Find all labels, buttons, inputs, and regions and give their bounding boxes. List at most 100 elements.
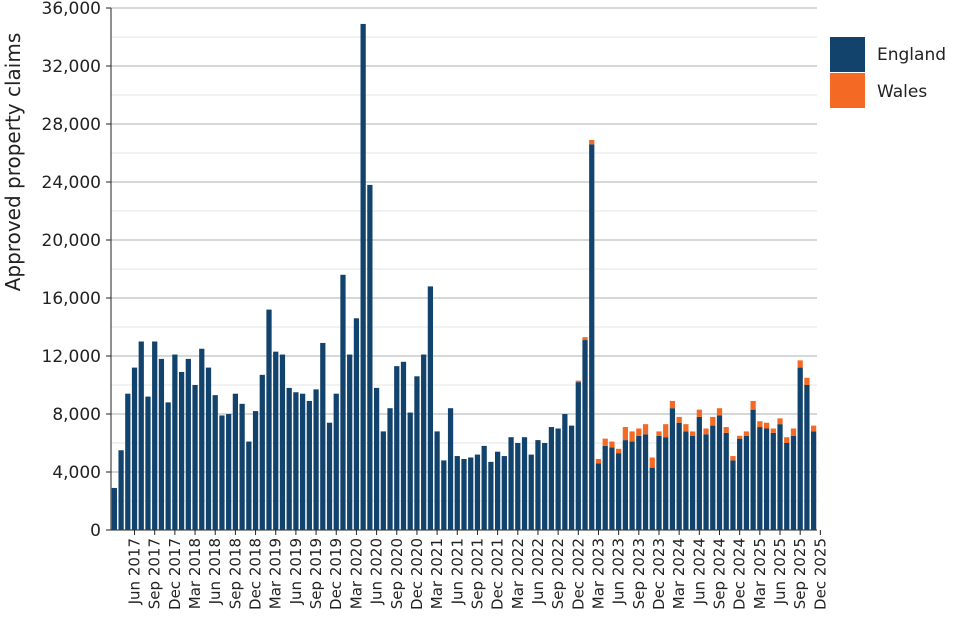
bar-england [259, 374, 265, 530]
bar-wales [743, 431, 750, 436]
bar-england [219, 415, 225, 530]
bar-england [125, 393, 131, 530]
bar-england [542, 443, 548, 530]
bar-england [757, 427, 763, 530]
bar-england [548, 427, 555, 530]
x-tick-label: Jun 2023 [610, 538, 628, 605]
bar-england [380, 431, 386, 530]
x-tick-label: Dec 2017 [166, 538, 184, 610]
x-tick-label: Mar 2025 [751, 538, 769, 609]
bar-wales [750, 400, 756, 410]
bar-wales [763, 422, 770, 429]
y-tick-label: 28,000 [42, 115, 101, 135]
bar-england [306, 400, 312, 530]
bar-england [138, 341, 144, 530]
bar-england [474, 454, 481, 530]
bar-england [730, 460, 736, 530]
y-tick-label: 36,000 [42, 0, 101, 19]
x-tick-label: Mar 2023 [589, 538, 607, 609]
bar-england [454, 456, 460, 530]
y-tick-label: 16,000 [42, 289, 101, 309]
bar-wales [602, 438, 608, 446]
bar-england [145, 396, 151, 530]
bar-wales [777, 418, 783, 425]
bar-wales [811, 425, 817, 432]
bar-england [797, 367, 803, 530]
bar-england [252, 411, 259, 530]
bar-england [461, 458, 467, 530]
bar-england [333, 393, 339, 530]
x-tick-label: Sep 2022 [549, 538, 567, 609]
bars [111, 23, 817, 531]
bar-england [535, 440, 541, 530]
x-tick-label: Dec 2023 [650, 538, 668, 610]
x-tick-label: Sep 2023 [630, 538, 648, 609]
bar-wales [790, 428, 797, 436]
y-tick-label: 0 [90, 521, 101, 541]
x-tick-label: Sep 2024 [711, 538, 729, 609]
bar-england [642, 434, 649, 530]
bar-england [811, 431, 817, 530]
bar-england [488, 461, 494, 530]
bar-wales [649, 457, 655, 468]
bar-wales [730, 456, 736, 461]
bar-england [716, 415, 723, 530]
bar-england [763, 428, 770, 530]
bar-england [387, 408, 393, 530]
x-tick-label: Dec 2024 [731, 538, 749, 610]
bar-england [602, 445, 608, 530]
x-tick-labels: Jun 2017 Sep 2017 Dec 2017 Mar 2018 Jun 2018… [126, 530, 829, 610]
bar-wales [757, 421, 763, 428]
x-tick-label: Jun 2017 [126, 538, 144, 605]
x-tick-label: Sep 2025 [791, 538, 809, 609]
bar-wales [696, 409, 702, 417]
bar-england [696, 416, 702, 530]
x-tick-label: Dec 2019 [327, 538, 345, 610]
x-tick-label: Jun 2024 [690, 538, 708, 605]
bar-england [441, 460, 447, 530]
x-tick-label: Sep 2017 [146, 538, 164, 609]
bar-england [421, 354, 427, 530]
bar-england [212, 395, 218, 530]
x-tick-label: Sep 2020 [388, 538, 406, 609]
bar-england [669, 408, 676, 530]
bar-england [353, 318, 360, 530]
bar-wales [723, 427, 729, 433]
bar-wales [689, 431, 696, 436]
bar-wales [629, 431, 635, 442]
bar-england [266, 309, 272, 530]
bar-england [575, 382, 581, 530]
bar-england [293, 392, 299, 530]
bar-england [367, 184, 373, 530]
bar-wales [595, 458, 602, 464]
bar-england [508, 437, 514, 530]
bar-wales [797, 360, 803, 368]
bar-wales [683, 424, 689, 432]
bar-england [158, 358, 165, 530]
bar-england [273, 351, 279, 530]
bar-england [400, 361, 407, 530]
x-tick-label: Dec 2021 [489, 538, 507, 610]
y-tick-labels: 0 4,000 8,000 12,000 16,000 20,000 24,000 28,00… [42, 0, 111, 541]
bar-england [394, 366, 400, 530]
bar-wales [636, 428, 642, 436]
bar-england [777, 424, 783, 530]
bar-england [804, 385, 810, 530]
y-tick-label: 4,000 [52, 463, 101, 483]
x-tick-label: Jun 2022 [529, 538, 547, 605]
bar-wales [804, 377, 810, 385]
bar-wales [676, 416, 682, 423]
x-tick-label: Jun 2018 [206, 538, 224, 605]
bar-england [622, 440, 628, 530]
bar-wales [710, 416, 716, 426]
bar-england [656, 435, 662, 530]
bar-england [683, 431, 689, 530]
bar-england [481, 445, 487, 530]
bar-england [279, 354, 286, 530]
bar-england [360, 23, 366, 530]
bar-england [568, 425, 575, 530]
x-tick-label: Mar 2024 [670, 538, 688, 609]
y-tick-label: 8,000 [52, 405, 101, 425]
bar-england [118, 450, 124, 530]
